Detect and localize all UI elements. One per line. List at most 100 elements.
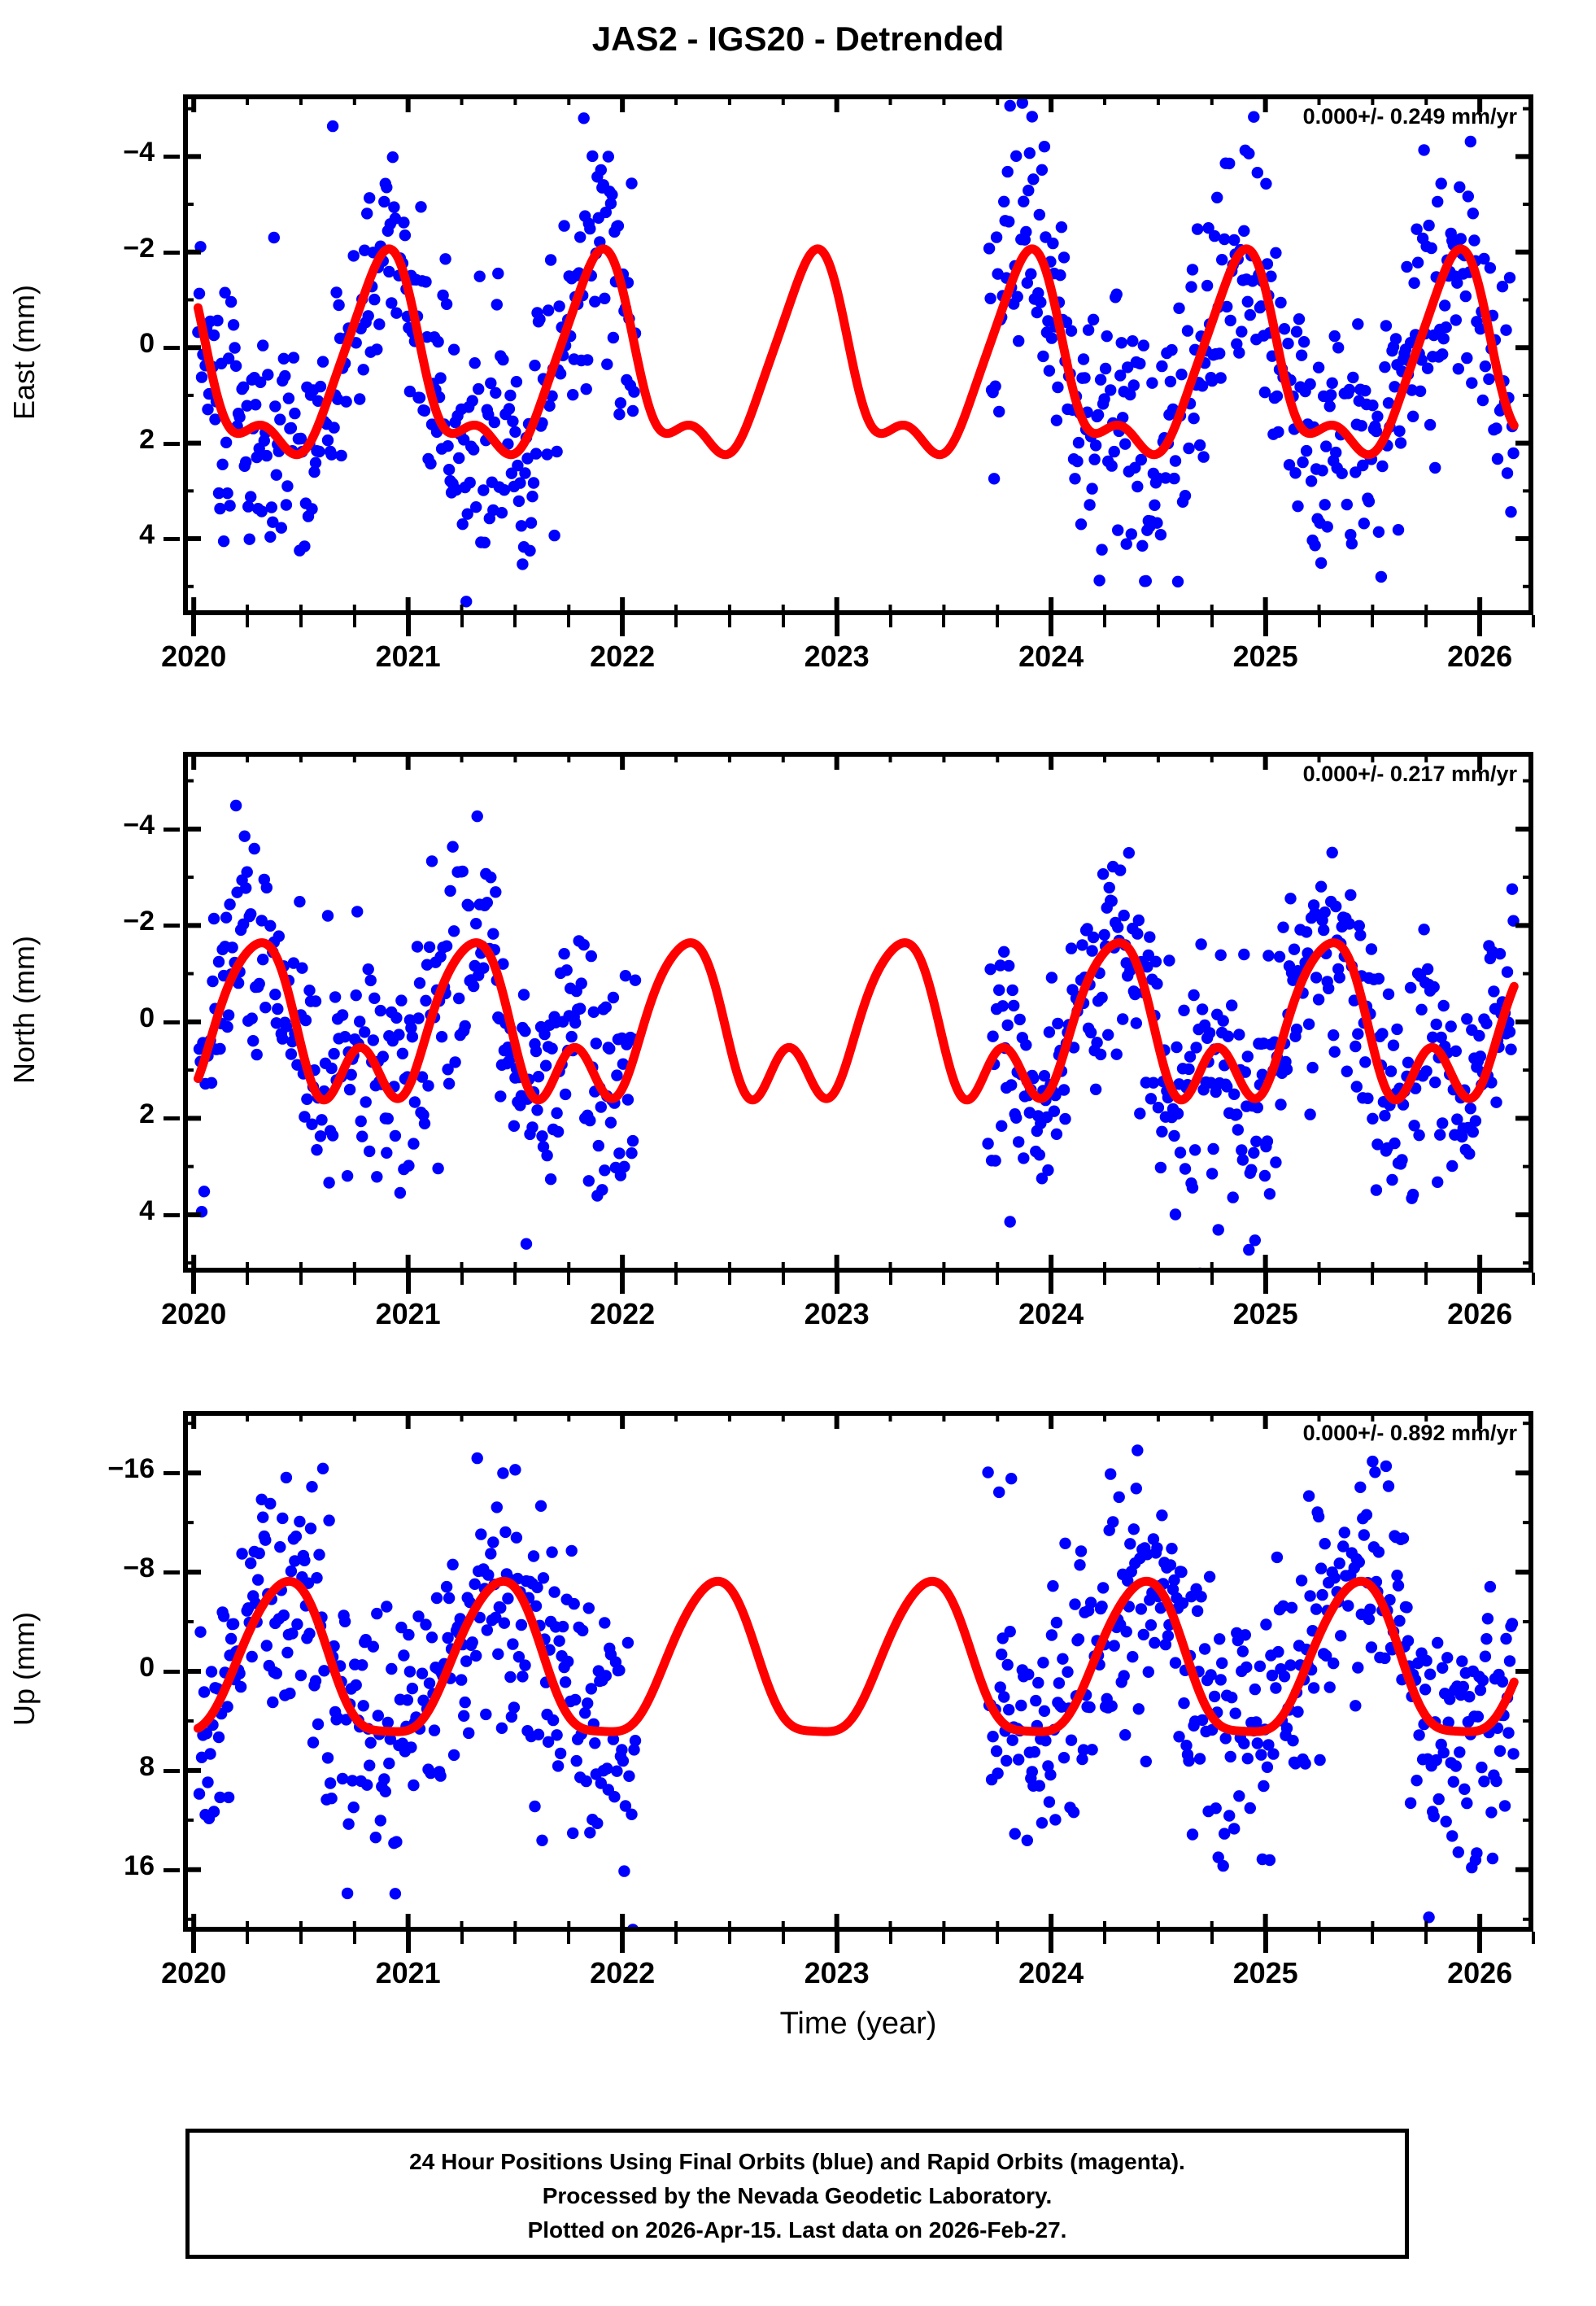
x-tick-stub-minor [352, 1273, 356, 1285]
x-tick-stub-major [834, 1273, 839, 1294]
x-tick-stub-minor [888, 615, 892, 627]
x-tick-stub-minor [888, 1932, 892, 1944]
x-tick-stub-minor [352, 615, 356, 627]
y-tick-label: 8 [139, 1750, 155, 1782]
x-tick-label: 2023 [804, 640, 870, 673]
x-tick-stub-minor [513, 1273, 517, 1285]
y-tick-stub [164, 155, 180, 159]
x-tick-stub-minor [888, 1273, 892, 1285]
x-tick-stub-minor [1103, 1932, 1107, 1944]
x-tick-stub-major [834, 615, 839, 636]
panel-north-rate-annotation: 0.000+/- 0.217 mm/yr [1302, 762, 1517, 786]
seasonal-fit-curve [193, 1576, 1519, 1736]
y-tick-label: 2 [139, 1098, 155, 1130]
x-tick-label: 2024 [1018, 1297, 1084, 1330]
x-tick-label: 2021 [375, 1956, 441, 1989]
y-tick-label: −2 [123, 232, 155, 264]
x-tick-stub-minor [1210, 615, 1214, 627]
panel-north [183, 752, 1533, 1273]
x-tick-stub-minor [1317, 1273, 1321, 1285]
x-tick-stub-minor [513, 1932, 517, 1944]
x-tick-label: 2026 [1447, 1956, 1513, 1989]
panel-east-plot [183, 94, 1533, 615]
x-tick-stub-minor [246, 615, 250, 627]
x-tick-stub-minor [1156, 615, 1160, 627]
y-tick-stub [164, 441, 180, 446]
y-tick-label: 4 [139, 519, 155, 551]
y-tick-label: −4 [123, 809, 155, 841]
page-title: JAS2 - IGS20 - Detrended [591, 20, 1005, 58]
panel-east-rate-annotation: 0.000+/- 0.249 mm/yr [1302, 104, 1517, 129]
caption-line-1: 24 Hour Positions Using Final Orbits (bl… [409, 2149, 1185, 2174]
x-axis-label: Time (year) [779, 2007, 937, 2041]
x-tick-label: 2020 [161, 1297, 227, 1330]
x-tick-stub-minor [781, 1932, 785, 1944]
x-tick-stub-minor [1156, 1932, 1160, 1944]
y-tick-stub [164, 346, 180, 351]
scatter-points [192, 97, 1520, 608]
x-tick-label: 2023 [804, 1297, 870, 1330]
panel-north-plot [183, 752, 1533, 1273]
x-tick-label: 2020 [161, 640, 227, 673]
x-tick-stub-major [405, 1273, 411, 1294]
x-tick-stub-major [1262, 1932, 1268, 1953]
y-tick-stub [164, 1020, 180, 1024]
x-tick-stub-minor [1424, 1932, 1428, 1944]
x-tick-stub-minor [1532, 615, 1535, 627]
y-tick-stub [164, 1867, 180, 1872]
x-tick-stub-minor [942, 1273, 946, 1285]
x-tick-stub-major [191, 615, 197, 636]
x-tick-stub-minor [1317, 1932, 1321, 1944]
x-tick-stub-minor [567, 615, 571, 627]
x-tick-stub-minor [781, 615, 785, 627]
x-tick-label: 2021 [375, 1297, 441, 1330]
x-tick-label: 2026 [1447, 1297, 1513, 1330]
x-tick-stub-minor [460, 1273, 464, 1285]
x-tick-stub-minor [674, 615, 678, 627]
x-tick-stub-minor [1532, 1932, 1535, 1944]
caption-box: 24 Hour Positions Using Final Orbits (bl… [185, 2129, 1409, 2259]
panel-up-plot [183, 1411, 1533, 1932]
y-tick-label: 2 [139, 423, 155, 455]
panel-east [183, 94, 1533, 615]
x-tick-stub-minor [299, 1932, 303, 1944]
y-tick-label: −8 [123, 1553, 155, 1584]
x-tick-stub-major [1262, 1273, 1268, 1294]
x-tick-label: 2025 [1232, 1297, 1298, 1330]
caption-line-2: Processed by the Nevada Geodetic Laborat… [542, 2183, 1053, 2208]
x-tick-stub-minor [942, 1932, 946, 1944]
x-tick-stub-minor [460, 1932, 464, 1944]
x-tick-stub-minor [942, 615, 946, 627]
x-tick-stub-major [1477, 1273, 1483, 1294]
x-tick-stub-minor [299, 1273, 303, 1285]
y-tick-stub [164, 1768, 180, 1773]
x-tick-stub-minor [299, 615, 303, 627]
x-tick-stub-minor [1210, 1273, 1214, 1285]
x-tick-stub-minor [460, 615, 464, 627]
y-tick-stub [164, 537, 180, 542]
x-tick-stub-minor [1424, 1273, 1428, 1285]
x-tick-label: 2023 [804, 1956, 870, 1989]
x-tick-stub-minor [246, 1273, 250, 1285]
y-tick-label: 4 [139, 1194, 155, 1226]
y-tick-label: 0 [139, 1002, 155, 1033]
x-tick-stub-major [191, 1932, 197, 1953]
x-tick-stub-minor [1156, 1273, 1160, 1285]
y-tick-stub [164, 1212, 180, 1217]
x-tick-stub-minor [1424, 615, 1428, 627]
y-tick-label: 16 [124, 1850, 155, 1881]
x-tick-stub-major [620, 1273, 626, 1294]
x-tick-label: 2022 [590, 1956, 656, 1989]
x-tick-stub-minor [513, 615, 517, 627]
axes-frame [183, 94, 1533, 615]
x-tick-stub-minor [246, 1932, 250, 1944]
x-tick-label: 2022 [590, 640, 656, 673]
x-tick-stub-minor [1103, 1273, 1107, 1285]
y-tick-label: −2 [123, 906, 155, 937]
x-tick-stub-major [1049, 1932, 1054, 1953]
y-tick-stub [164, 1670, 180, 1674]
x-tick-stub-minor [674, 1932, 678, 1944]
seasonal-fit-curve [193, 938, 1519, 1105]
x-tick-label: 2025 [1232, 1956, 1298, 1989]
